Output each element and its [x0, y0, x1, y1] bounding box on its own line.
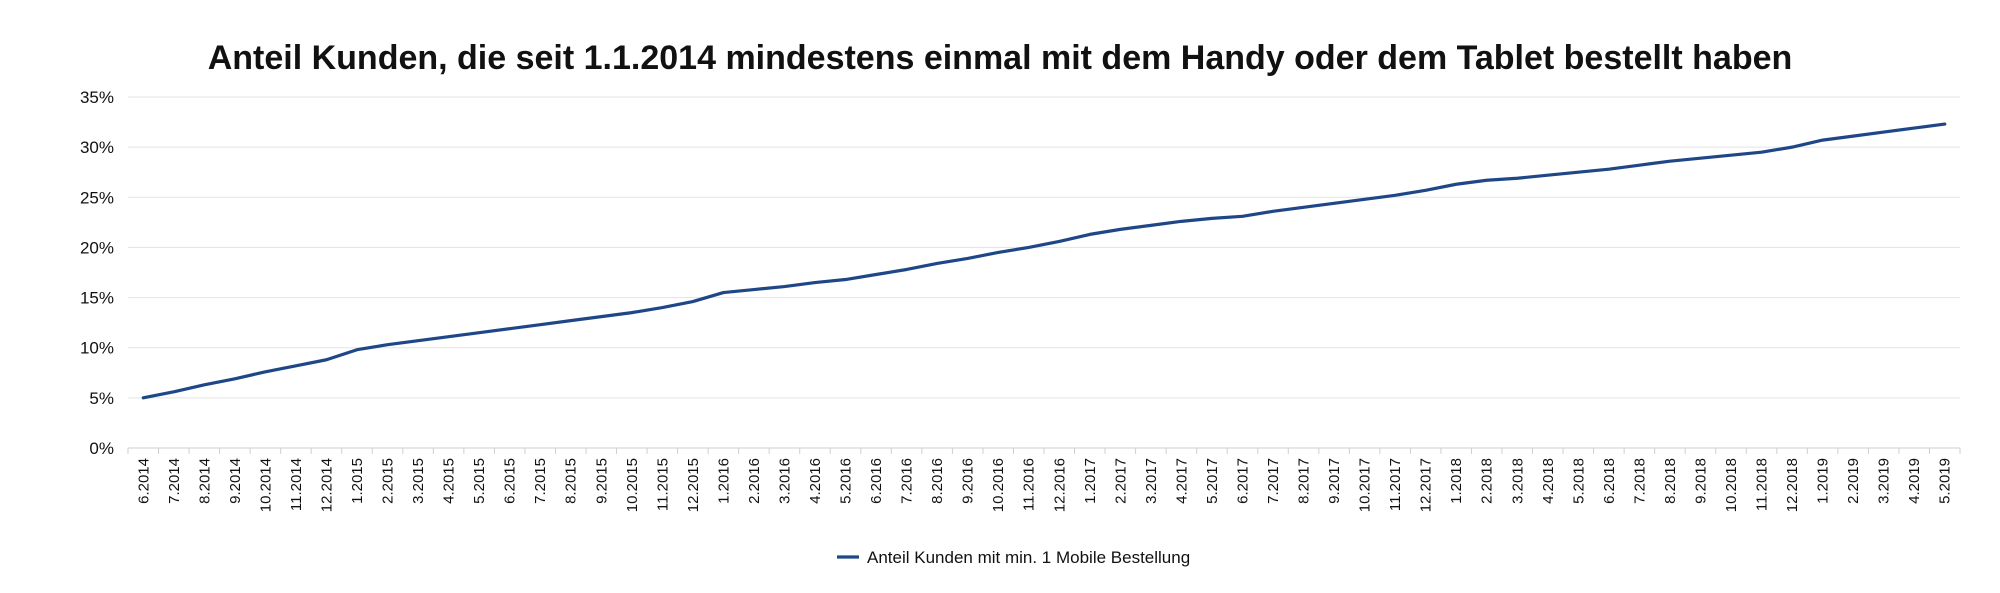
x-tick-label: 2.2016 — [746, 458, 763, 504]
x-tick-label: 10.2018 — [1723, 458, 1740, 512]
x-tick-label: 11.2018 — [1754, 458, 1771, 511]
x-tick-label: 8.2018 — [1662, 458, 1679, 504]
x-tick-label: 4.2019 — [1906, 458, 1923, 504]
x-tick-label: 9.2016 — [960, 458, 977, 504]
x-tick-label: 8.2015 — [563, 458, 580, 504]
x-tick-label: 5.2015 — [471, 458, 488, 504]
x-tick-label: 4.2015 — [441, 458, 458, 504]
x-tick-label: 12.2016 — [1051, 458, 1068, 512]
legend-label: Anteil Kunden mit min. 1 Mobile Bestellu… — [867, 548, 1190, 567]
x-tick-label: 12.2017 — [1418, 458, 1435, 512]
x-tick-label: 5.2019 — [1937, 458, 1954, 504]
x-tick-label: 9.2018 — [1692, 458, 1709, 504]
x-tick-label: 1.2017 — [1082, 458, 1099, 504]
gridlines — [128, 96, 1960, 399]
x-tick-label: 2.2017 — [1112, 458, 1129, 504]
x-tick-label: 7.2014 — [166, 458, 183, 504]
x-axis-ticks: 6.2014 7.2014 8.2014 9.2014 10.2014 11.2014 12… — [135, 458, 1953, 512]
x-tick-label: 4.2016 — [807, 458, 824, 504]
x-tick-label: 5.2016 — [838, 458, 855, 504]
x-tick-label: 12.2015 — [685, 458, 702, 512]
x-tick-label: 9.2017 — [1326, 458, 1343, 504]
x-tick-label: 8.2016 — [929, 458, 946, 504]
x-tick-label: 6.2017 — [1234, 458, 1251, 504]
x-tick-label: 1.2015 — [349, 458, 366, 504]
x-tick-label: 11.2014 — [288, 458, 305, 511]
x-tick-label: 1.2016 — [715, 458, 732, 504]
x-tick-label: 11.2015 — [654, 458, 671, 511]
x-tick-label: 2.2018 — [1479, 458, 1496, 504]
x-tick-label: 12.2014 — [318, 458, 335, 512]
x-tick-label: 7.2017 — [1265, 458, 1282, 504]
x-tick-label: 10.2016 — [990, 458, 1007, 512]
chart-title: Anteil Kunden, die seit 1.1.2014 mindest… — [208, 39, 1793, 77]
x-tick-label: 4.2018 — [1540, 458, 1557, 504]
x-tick-label: 4.2017 — [1173, 458, 1190, 504]
x-tick-label: 6.2015 — [502, 458, 519, 504]
x-tick-label: 3.2017 — [1143, 458, 1160, 504]
x-tick-label: 7.2016 — [899, 458, 916, 504]
y-tick-label: 5% — [89, 389, 114, 408]
y-tick-label: 30% — [80, 138, 114, 157]
legend: Anteil Kunden mit min. 1 Mobile Bestellu… — [837, 548, 1190, 567]
y-axis-ticks: 0% 5% 10% 15% 20% 25% 30% 35% — [80, 88, 114, 458]
x-tick-label: 7.2018 — [1631, 458, 1648, 504]
x-tick-label: 10.2017 — [1357, 458, 1374, 512]
x-tick-label: 8.2017 — [1296, 458, 1313, 504]
x-tick-label: 10.2014 — [257, 458, 274, 512]
y-tick-label: 0% — [89, 439, 114, 458]
x-tick-label: 11.2017 — [1387, 458, 1404, 511]
x-tick-label: 1.2018 — [1448, 458, 1465, 504]
x-tick-label: 2.2015 — [380, 458, 397, 504]
x-tick-label: 3.2015 — [410, 458, 427, 504]
x-tick-label: 6.2014 — [135, 458, 152, 504]
x-tick-label: 6.2016 — [868, 458, 885, 504]
axes — [127, 447, 1961, 454]
x-tick-label: 7.2015 — [532, 458, 549, 504]
series-line — [141, 122, 1947, 400]
x-tick-label: 5.2017 — [1204, 458, 1221, 504]
x-tick-label: 12.2018 — [1784, 458, 1801, 512]
y-tick-label: 35% — [80, 88, 114, 107]
x-tick-label: 8.2014 — [196, 458, 213, 504]
x-tick-label: 1.2019 — [1815, 458, 1832, 504]
y-tick-label: 10% — [80, 339, 114, 358]
x-tick-label: 6.2018 — [1601, 458, 1618, 504]
x-tick-label: 10.2015 — [624, 458, 641, 512]
series-layer — [141, 122, 1947, 400]
y-tick-label: 15% — [80, 289, 114, 308]
x-tick-label: 2.2019 — [1845, 458, 1862, 504]
x-tick-label: 9.2015 — [593, 458, 610, 504]
x-tick-label: 3.2016 — [776, 458, 793, 504]
x-tick-label: 9.2014 — [227, 458, 244, 504]
y-tick-label: 20% — [80, 238, 114, 257]
x-tick-label: 5.2018 — [1570, 458, 1587, 504]
y-tick-label: 25% — [80, 188, 114, 207]
x-tick-label: 3.2018 — [1509, 458, 1526, 504]
x-tick-label: 11.2016 — [1021, 458, 1038, 511]
x-tick-label: 3.2019 — [1876, 458, 1893, 504]
